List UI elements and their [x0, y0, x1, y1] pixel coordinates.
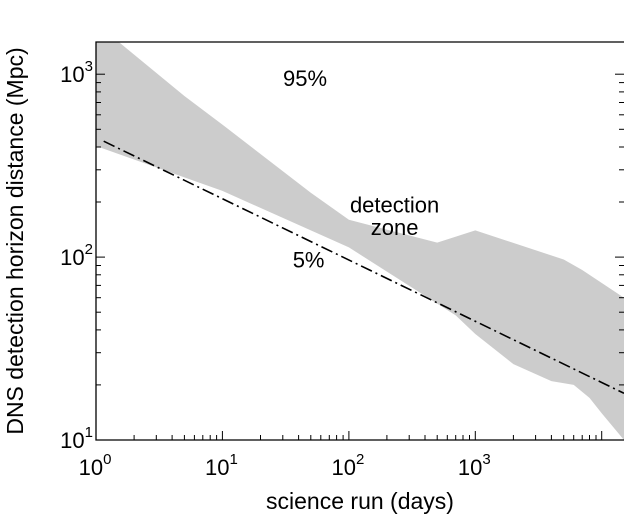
x-tick-labels: 100 101 102 103: [79, 451, 491, 480]
x-tick-base: 10: [331, 455, 355, 480]
y-axis-label: DNS detection horizon distance (Mpc): [2, 47, 28, 434]
x-tick-exponent: 0: [103, 451, 111, 468]
x-axis-label: science run (days): [266, 488, 454, 514]
axes-frame: [95, 41, 624, 441]
y-tick-exponent: 2: [85, 241, 93, 258]
annotation-2: zone: [371, 215, 419, 240]
x-tick-label: 101: [205, 451, 238, 480]
y-tick-exponent: 1: [85, 424, 93, 441]
y-tick-base: 10: [60, 428, 84, 453]
annotation-0: 95%: [283, 66, 327, 91]
x-tick-exponent: 2: [356, 451, 364, 468]
annotation-3: 5%: [293, 247, 325, 272]
x-tick-label: 103: [458, 451, 491, 480]
detection-zone-band: [96, 42, 624, 440]
y-tick-base: 10: [60, 245, 84, 270]
x-tick-base: 10: [458, 455, 482, 480]
y-tick-base: 10: [60, 62, 84, 87]
x-tick-exponent: 1: [229, 451, 237, 468]
y-tick-label: 101: [60, 424, 93, 453]
y-tick-label: 102: [60, 241, 93, 270]
y-tick-exponent: 3: [85, 58, 93, 75]
y-tick-label: 103: [60, 58, 93, 87]
x-tick-label: 102: [331, 451, 364, 480]
annotation-1: detection: [350, 193, 439, 218]
five-percent-line: [103, 140, 624, 395]
x-tick-exponent: 3: [482, 451, 490, 468]
plot-area: [96, 42, 624, 440]
x-tick-label: 100: [79, 451, 112, 480]
x-tick-base: 10: [79, 455, 103, 480]
x-tick-base: 10: [205, 455, 229, 480]
